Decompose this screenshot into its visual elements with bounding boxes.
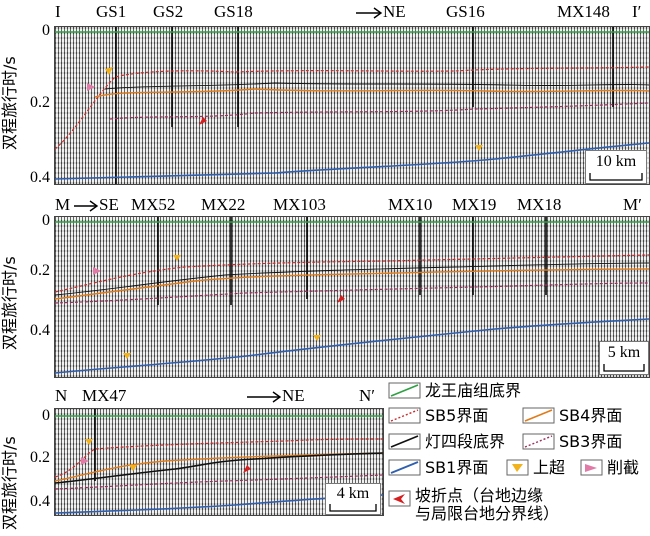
panel1-ylabel: 双程旅行时/s bbox=[0, 56, 19, 150]
panel3-ytick-2: 0.4 bbox=[30, 493, 50, 510]
slope-break-arrow-icon bbox=[388, 490, 411, 507]
panel2-scale-text: 5 km bbox=[607, 344, 641, 361]
panel2-well-mx19: MX19 bbox=[452, 195, 497, 214]
panel3-well-mx47: MX47 bbox=[82, 386, 127, 405]
panel3-start-label: N bbox=[55, 386, 68, 405]
panel1-scale-bar: 10 km bbox=[585, 150, 647, 184]
panel2-scale-line bbox=[603, 364, 645, 372]
panel2-ytick-0: 0 bbox=[42, 212, 50, 229]
legend-label-slopebreak-line2: 与局限台地分界线） bbox=[415, 503, 560, 523]
panel1-well-mx148: MX148 bbox=[557, 2, 610, 21]
panel3-direction-text: NE bbox=[282, 386, 305, 405]
panel3-ytick-1: 0.2 bbox=[30, 449, 50, 466]
panel2-ylabel: 双程旅行时/s bbox=[0, 256, 19, 350]
panel1-direction-text: NE bbox=[383, 2, 406, 21]
panel2-well-mx52: MX52 bbox=[131, 195, 176, 214]
panel2-horizons bbox=[55, 217, 649, 374]
legend-label-sb5: SB5界面 bbox=[425, 406, 489, 426]
truncation-arrow-icon bbox=[580, 459, 603, 476]
panel2-ytick-2: 0.4 bbox=[30, 322, 50, 339]
onlap-arrow-icon bbox=[506, 459, 529, 476]
panel3-ylabel: 双程旅行时/s bbox=[0, 436, 19, 530]
panel3-scale-line bbox=[329, 504, 377, 512]
legend-swatch-sb4 bbox=[522, 407, 555, 424]
panel2-ytick-1: 0.2 bbox=[30, 262, 50, 279]
legend-swatch-sb3 bbox=[522, 433, 555, 450]
legend-label-sb1: SB1界面 bbox=[425, 458, 489, 478]
legend-label-truncation: 削截 bbox=[607, 458, 640, 478]
panel2-scale-bar: 5 km bbox=[599, 341, 649, 375]
panel3-direction: NE bbox=[246, 387, 305, 404]
legend-item-truncation: 削截 bbox=[580, 459, 639, 477]
legend-item-sb3: SB3界面 bbox=[522, 433, 622, 451]
legend-label-slopebreak-line1: 坡折点（台地边缘 bbox=[415, 486, 544, 505]
legend-swatch-dengsi bbox=[388, 433, 421, 450]
panel1-ytick-2: 0.4 bbox=[30, 169, 50, 186]
legend-item-dengsi: 灯四段底界 bbox=[388, 433, 505, 451]
panel2-well-mx22: MX22 bbox=[201, 195, 246, 214]
panel3-scale-bar: 4 km bbox=[325, 483, 381, 515]
arrow-right-icon bbox=[356, 7, 383, 19]
panel2-seismic-section: 5 km bbox=[54, 216, 650, 378]
legend-label-sb4: SB4界面 bbox=[559, 406, 623, 426]
panel1-end-label: I′ bbox=[632, 2, 642, 21]
legend-label-sb3: SB3界面 bbox=[559, 432, 623, 452]
panel1-horizons bbox=[55, 27, 649, 184]
panel1-scale-text: 10 km bbox=[595, 153, 637, 170]
panel1-seismic-section: 10 km bbox=[54, 26, 650, 185]
legend-label-dengsi: 灯四段底界 bbox=[425, 432, 506, 452]
legend-swatch-longwangmiao bbox=[388, 382, 421, 399]
panel1-well-gs16: GS16 bbox=[446, 2, 485, 21]
panel1-well-gs18: GS18 bbox=[214, 2, 253, 21]
legend-item-sb5: SB5界面 bbox=[388, 407, 488, 425]
panel1-well-gs2: GS2 bbox=[153, 2, 184, 21]
panel2-end-label: M′ bbox=[623, 195, 642, 214]
legend-label-onlap: 上超 bbox=[533, 458, 566, 478]
panel2-well-mx103: MX103 bbox=[273, 195, 326, 214]
panel1-scale-line bbox=[589, 173, 643, 181]
legend-swatch-sb5 bbox=[388, 407, 421, 424]
panel1-well-gs1: GS1 bbox=[96, 2, 127, 21]
legend-item-longwangmiao: 龙王庙组底界 bbox=[388, 382, 521, 400]
arrow-right-icon bbox=[247, 391, 282, 403]
panel3-scale-text: 4 km bbox=[336, 485, 370, 502]
legend-item-sb1: SB1界面 bbox=[388, 459, 488, 477]
arrow-right-icon bbox=[74, 200, 99, 212]
panel2-direction: SE bbox=[73, 196, 119, 213]
panel1-ytick-1: 0.2 bbox=[30, 94, 50, 111]
legend-swatch-sb1 bbox=[388, 459, 421, 476]
panel2-start-label: M bbox=[55, 195, 71, 214]
panel2-well-mx10: MX10 bbox=[388, 195, 433, 214]
panel1-direction: NE bbox=[355, 3, 406, 20]
legend-item-onlap: 上超 bbox=[506, 459, 565, 477]
legend-item-slopebreak: 坡折点（台地边缘 与局限台地分界线） bbox=[388, 487, 559, 522]
panel3-seismic-section: 4 km bbox=[54, 408, 384, 516]
panel2-direction-text: SE bbox=[99, 195, 119, 214]
legend-label-longwangmiao: 龙王庙组底界 bbox=[425, 381, 522, 401]
panel1-ytick-0: 0 bbox=[42, 22, 50, 39]
panel3-ytick-0: 0 bbox=[42, 407, 50, 424]
legend-item-sb4: SB4界面 bbox=[522, 407, 622, 425]
legend-label-slopebreak: 坡折点（台地边缘 与局限台地分界线） bbox=[415, 487, 559, 522]
panel3-end-label: N′ bbox=[359, 386, 375, 405]
panel2-well-mx18: MX18 bbox=[517, 195, 562, 214]
panel1-start-label: I bbox=[55, 2, 61, 21]
